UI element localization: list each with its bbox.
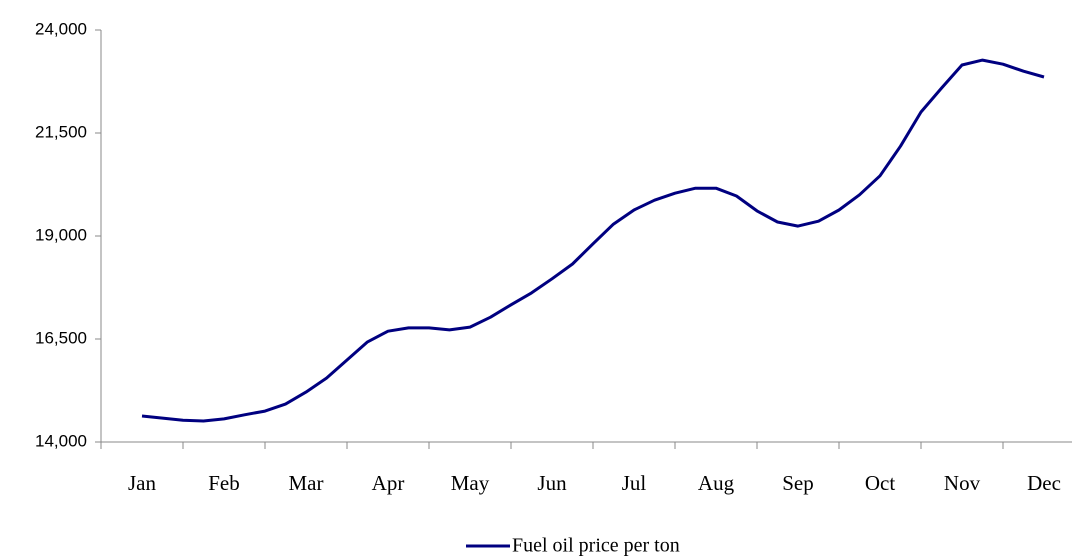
x-tick-label: Feb [208,471,240,495]
x-tick-label: Jul [622,471,647,495]
x-tick-label: Aug [698,471,735,495]
legend-label: Fuel oil price per ton [512,535,680,557]
x-tick-label: Sep [782,471,814,495]
y-tick-label: 19,000 [35,225,87,244]
x-tick-label: Nov [944,471,981,495]
y-tick-label: 21,500 [35,122,87,141]
y-tick-label: 16,500 [35,328,87,347]
x-tick-label: Dec [1027,471,1061,495]
x-tick-label: Oct [865,471,895,495]
x-tick-label: Apr [372,471,405,495]
y-tick-label: 24,000 [35,19,87,38]
x-tick-label: Mar [289,471,324,495]
x-tick-label: Jun [537,471,567,495]
x-tick-label: May [451,471,490,495]
y-tick-label: 14,000 [35,431,87,450]
x-tick-label: Jan [128,471,156,495]
line-series [141,58,1045,423]
